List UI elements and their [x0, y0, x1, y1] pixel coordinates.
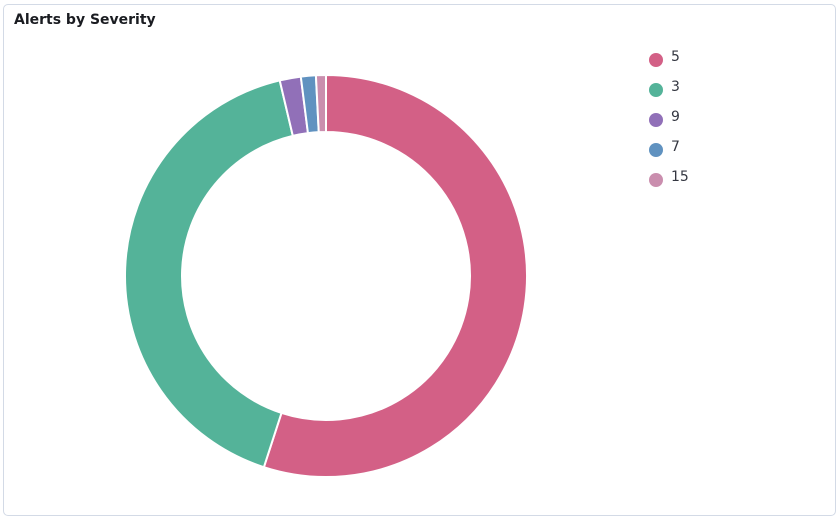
legend-label: 7 [671, 139, 680, 155]
legend-swatch [649, 53, 663, 67]
legend-swatch [649, 143, 663, 157]
donut-slice [262, 73, 528, 478]
chart-title: Alerts by Severity [14, 12, 156, 28]
legend-label: 15 [671, 169, 689, 185]
donut-slice [124, 79, 295, 469]
legend-swatch [649, 83, 663, 97]
legend-label: 3 [671, 79, 680, 95]
donut-slice [314, 73, 327, 134]
legend-label: 9 [671, 109, 680, 125]
legend-swatch [649, 173, 663, 187]
legend-swatch [649, 113, 663, 127]
legend-label: 5 [671, 49, 680, 65]
